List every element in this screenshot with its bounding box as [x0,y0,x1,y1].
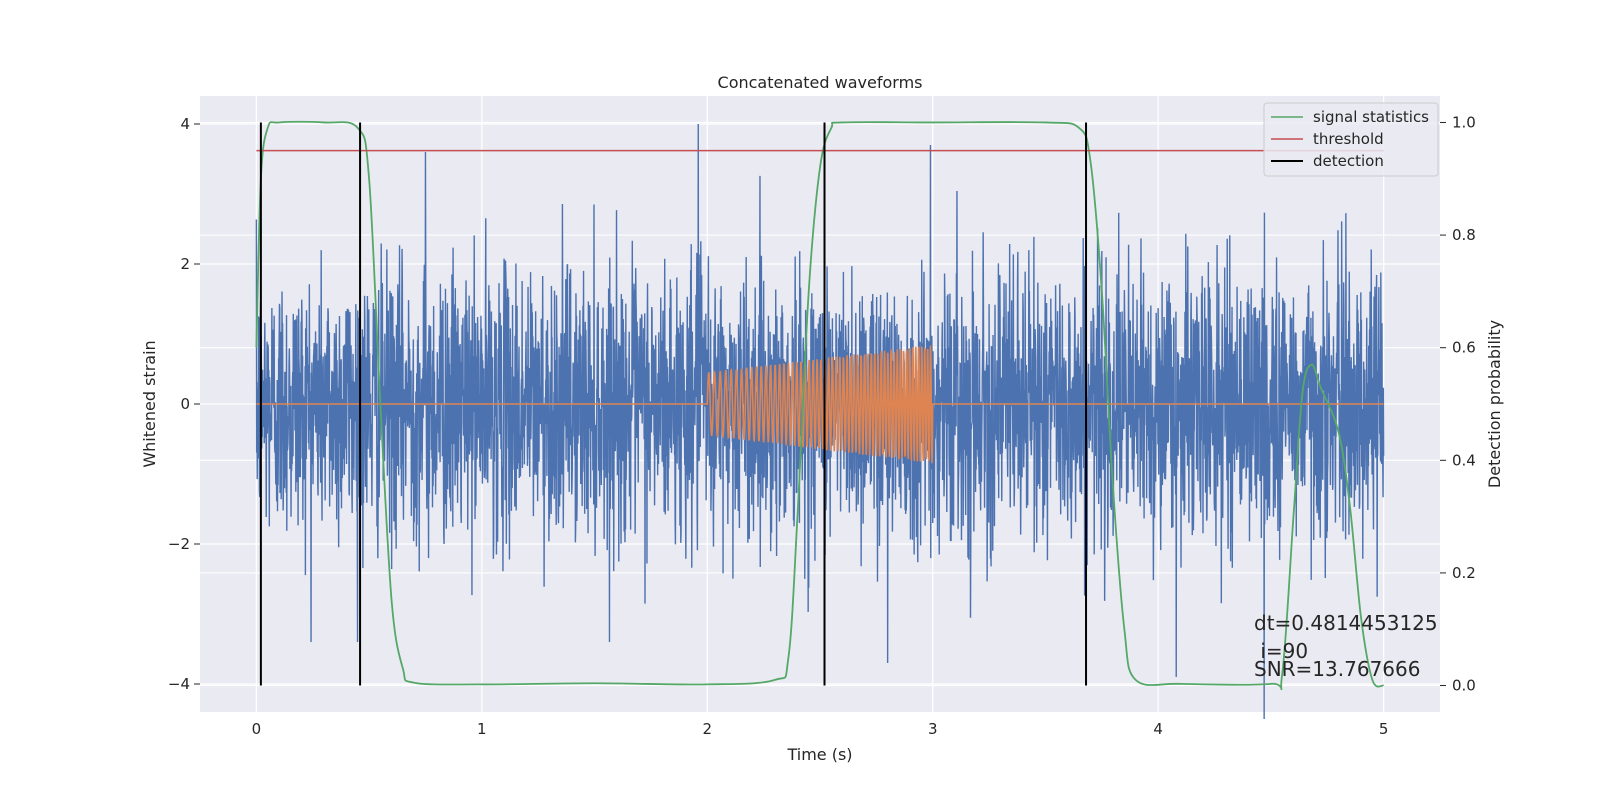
strain-line [255,123,1385,720]
legend-label-signal-statistics: signal statistics [1313,108,1429,126]
right-y-tick-label: 0.0 [1452,677,1476,695]
plot-series-group [255,120,1385,720]
right-y-tick-label: 0.4 [1452,451,1476,469]
x-axis-label: Time (s) [786,745,852,764]
template-line [256,345,1384,464]
annotation-line-snr: SNR=13.767666 [1254,657,1420,681]
left-y-axis-label: Whitened strain [140,340,159,467]
left-y-axis-ticks: 4 2 0 −2 −4 [168,115,200,693]
x-tick-label: 1 [477,720,487,738]
x-tick-label: 2 [702,720,712,738]
legend-box [1263,102,1439,177]
right-y-axis-label: Detection probability [1485,320,1504,488]
legend-label-threshold: threshold [1313,130,1384,148]
x-tick-label: 4 [1153,720,1163,738]
right-y-tick-label: 0.6 [1452,339,1476,357]
left-y-tick-label: 2 [180,255,190,273]
right-y-tick-label: 0.2 [1452,564,1476,582]
annotation-line-dt: dt=0.4814453125 [1254,611,1438,635]
right-y-axis-ticks: 1.0 0.8 0.6 0.4 0.2 0.0 [1440,113,1476,695]
right-y-tick-label: 0.8 [1452,226,1476,244]
annotation-line-i: i=90 [1254,639,1308,663]
right-y-tick-label: 1.0 [1452,113,1476,131]
x-tick-label: 5 [1379,720,1389,738]
left-y-tick-label: 0 [180,395,190,413]
annotation: dt=0.4814453125 i=90 SNR=13.767666 [1254,611,1438,681]
left-y-tick-label: 4 [180,115,190,133]
left-y-tick-label: −2 [168,535,190,553]
legend-label-detection: detection [1313,152,1384,170]
left-y-tick-label: −4 [168,675,190,693]
x-tick-label: 0 [252,720,262,738]
x-tick-label: 3 [928,720,938,738]
signal-statistics-line [255,120,1385,691]
legend: signal statistics threshold detection [1263,102,1439,177]
x-axis-ticks: 0 1 2 3 4 5 [252,720,1389,738]
chart-title: Concatenated waveforms [718,73,923,92]
